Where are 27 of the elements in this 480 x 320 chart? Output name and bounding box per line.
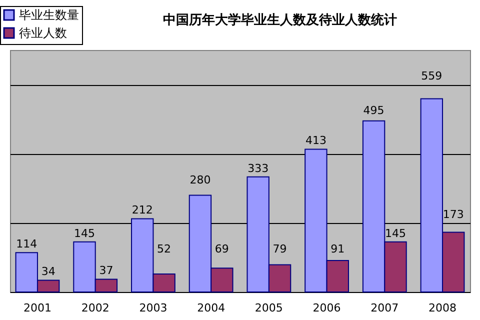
data-label: 559: [421, 70, 442, 83]
data-label: 37: [99, 264, 114, 278]
data-label: 173: [442, 208, 464, 221]
data-label: 413: [305, 134, 326, 148]
x-tick-label: 2008: [428, 302, 457, 314]
x-tick-label: 2006: [312, 302, 341, 314]
data-label: 212: [132, 204, 153, 217]
data-label: 91: [330, 242, 345, 256]
x-tick-label: 2002: [81, 302, 110, 314]
data-label: 79: [272, 242, 287, 256]
data-label: 69: [214, 242, 229, 256]
data-label: 145: [74, 226, 95, 240]
x-tick-label: 2003: [139, 302, 168, 314]
data-label: 333: [248, 162, 269, 175]
legend-label: 待业人数: [19, 26, 67, 40]
data-label: 114: [16, 238, 38, 251]
legend-label: 毕业生数量: [19, 8, 79, 22]
data-label: 52: [157, 242, 172, 256]
chart-title: 中国历年大学毕业生人数及待业人数统计: [163, 12, 397, 28]
data-label: 145: [385, 226, 406, 240]
data-label: 495: [363, 104, 384, 118]
x-tick-label: 2004: [197, 302, 226, 314]
data-label: 34: [41, 265, 56, 278]
x-tick-label: 2005: [254, 302, 283, 314]
data-label: 280: [190, 173, 211, 186]
x-tick-label: 2007: [370, 302, 399, 314]
x-tick-label: 2001: [23, 302, 52, 314]
